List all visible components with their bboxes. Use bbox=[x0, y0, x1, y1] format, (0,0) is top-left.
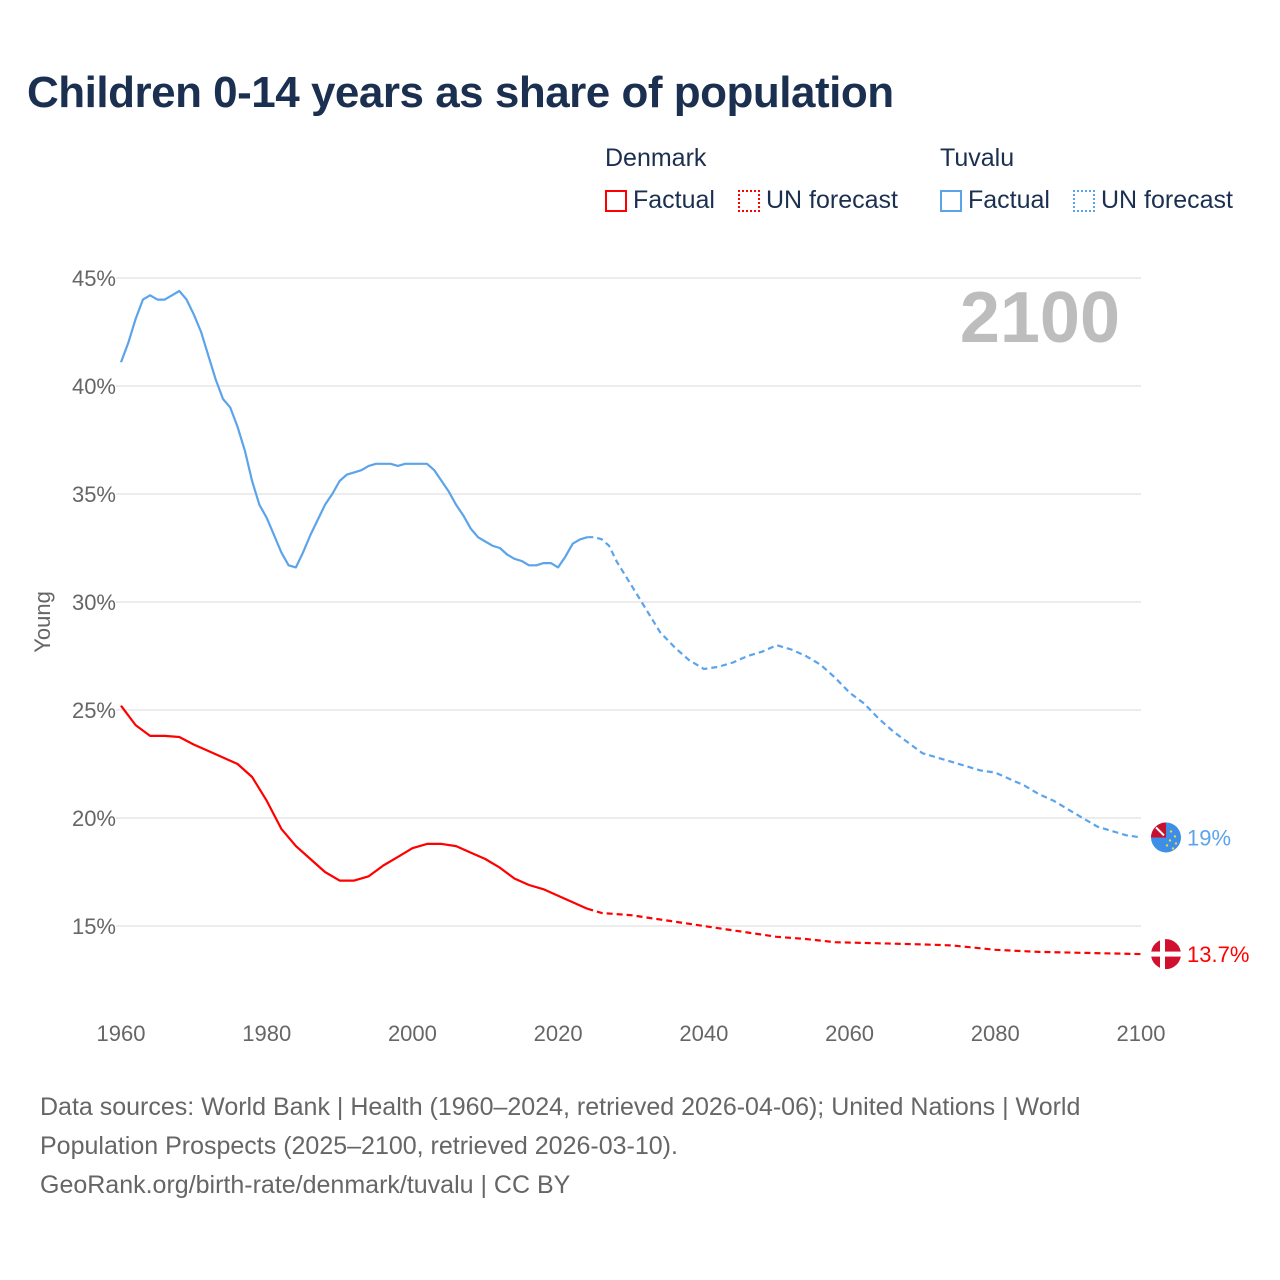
legend-group-denmark: Denmark bbox=[605, 144, 707, 172]
legend-tuvalu-forecast[interactable]: UN forecast bbox=[1073, 186, 1233, 215]
flag-icon-denmark bbox=[1151, 939, 1181, 970]
y-axis-label: Young bbox=[30, 591, 55, 653]
legend-label: Factual bbox=[968, 186, 1050, 214]
y-tick-label: 35% bbox=[72, 482, 116, 507]
x-tick-label: 2020 bbox=[534, 1021, 583, 1046]
legend-label: UN forecast bbox=[1101, 186, 1233, 214]
legend-group-tuvalu: Tuvalu bbox=[940, 144, 1015, 172]
flag-star bbox=[1169, 830, 1173, 833]
end-label-denmark: 13.7% bbox=[1187, 942, 1249, 967]
legend-label: Factual bbox=[633, 186, 715, 214]
year-label: 2100 bbox=[960, 278, 1120, 358]
series-line-tuvalu-factual bbox=[119, 289, 588, 569]
x-tick-label: 2080 bbox=[971, 1021, 1020, 1046]
flag-cross bbox=[1160, 939, 1165, 970]
legend-swatch bbox=[738, 189, 760, 212]
y-tick-label: 15% bbox=[72, 914, 116, 939]
series-line-denmark-forecast bbox=[586, 907, 1142, 956]
legend-swatch bbox=[1073, 189, 1095, 212]
footer-source-1: Data sources: World Bank | Health (1960–… bbox=[40, 1093, 1081, 1121]
footer: Data sources: World Bank | Health (1960–… bbox=[40, 1088, 1240, 1205]
flag-cross bbox=[1151, 951, 1181, 957]
footer-credit-link[interactable]: GeoRank.org/birth-rate/denmark/tuvalu | … bbox=[40, 1171, 571, 1199]
legend-denmark-forecast[interactable]: UN forecast bbox=[738, 186, 898, 215]
footer-source-2: Population Prospects (2025–2100, retriev… bbox=[40, 1132, 678, 1160]
x-tick-label: 2040 bbox=[679, 1021, 728, 1046]
series-line-tuvalu-forecast bbox=[587, 536, 1142, 839]
flag-union bbox=[1155, 826, 1165, 837]
y-tick-label: 45% bbox=[72, 266, 116, 291]
flag-star bbox=[1173, 835, 1177, 838]
series-line-denmark-factual bbox=[120, 705, 588, 910]
x-tick-label: 2000 bbox=[388, 1021, 437, 1046]
x-tick-label: 1960 bbox=[97, 1021, 146, 1046]
legend-tuvalu-factual[interactable]: Factual bbox=[940, 186, 1050, 215]
flag-star bbox=[1171, 847, 1175, 850]
legend-label: UN forecast bbox=[766, 186, 898, 214]
legend-denmark-factual[interactable]: Factual bbox=[605, 186, 715, 215]
legend-swatch bbox=[605, 189, 627, 212]
chart-title: Children 0-14 years as share of populati… bbox=[27, 68, 894, 117]
end-label-tuvalu: 19% bbox=[1187, 825, 1231, 850]
x-tick-label: 1980 bbox=[242, 1021, 291, 1046]
y-tick-label: 20% bbox=[72, 806, 116, 831]
y-tick-label: 40% bbox=[72, 374, 116, 399]
flag-star bbox=[1174, 842, 1178, 845]
flag-star bbox=[1165, 844, 1169, 847]
y-tick-label: 25% bbox=[72, 698, 116, 723]
x-tick-label: 2060 bbox=[825, 1021, 874, 1046]
y-tick-label: 30% bbox=[72, 590, 116, 615]
flag-icon-tuvalu bbox=[1151, 822, 1181, 853]
legend-swatch bbox=[940, 189, 962, 212]
flag-star bbox=[1168, 839, 1172, 842]
x-tick-label: 2100 bbox=[1117, 1021, 1166, 1046]
